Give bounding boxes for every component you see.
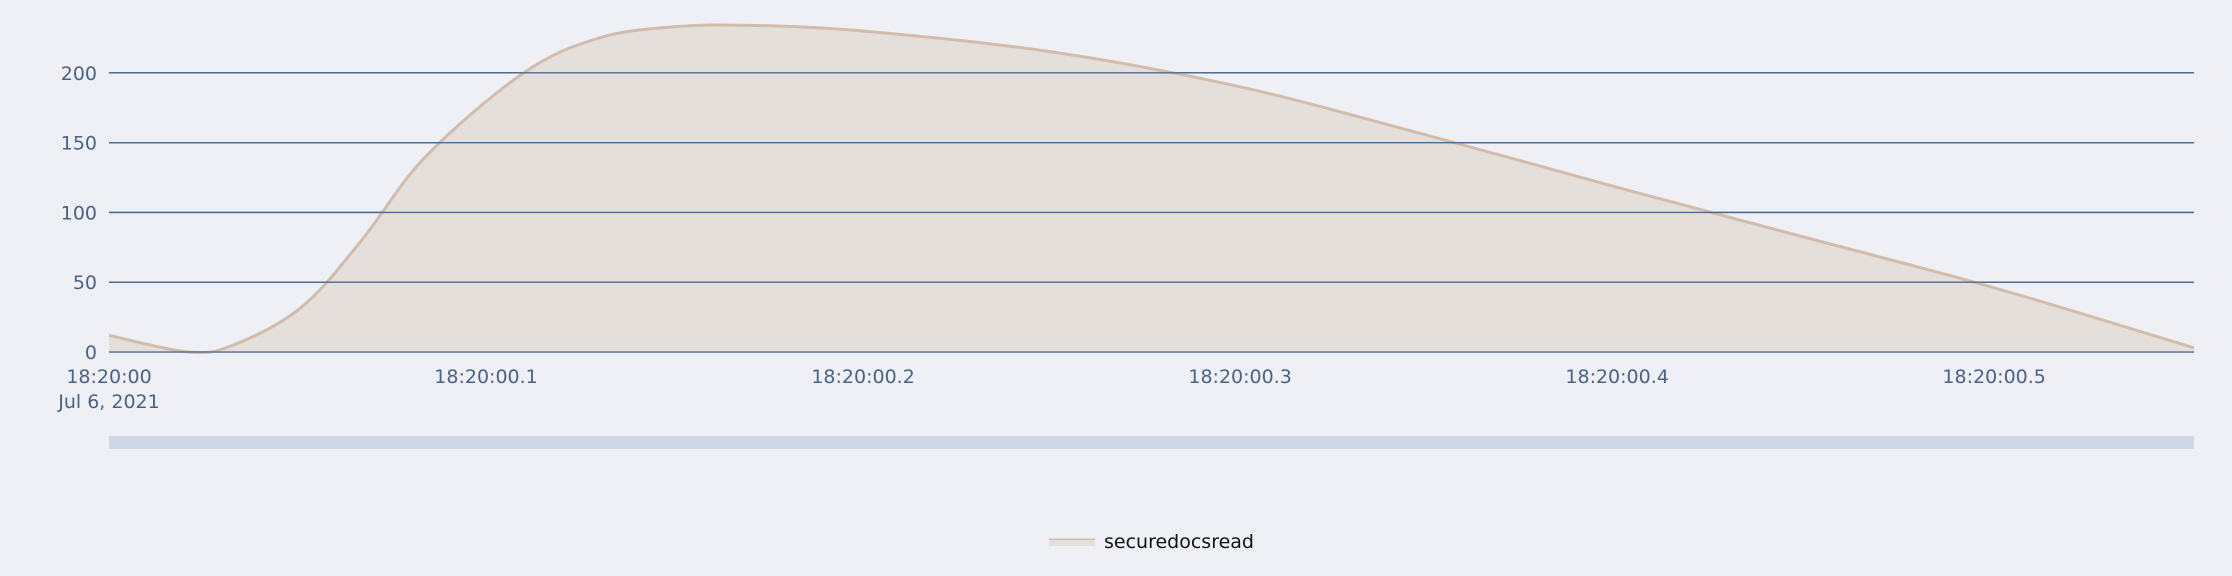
x-tick-label: 18:20:00.3	[1188, 366, 1291, 388]
x-tick-label: 18:20:00	[66, 366, 151, 388]
x-tick-label: 18:20:00.4	[1565, 366, 1668, 388]
y-axis: 0 50 100 150 200	[61, 63, 97, 364]
legend[interactable]: securedocsread	[1049, 531, 1254, 553]
series-area-fill	[109, 24, 2194, 353]
y-tick-label: 200	[61, 63, 97, 85]
legend-swatch-fill	[1049, 540, 1095, 546]
y-tick-label: 100	[61, 202, 97, 224]
legend-label[interactable]: securedocsread	[1104, 531, 1254, 553]
y-tick-label: 50	[73, 272, 97, 294]
y-tick-label: 0	[85, 342, 97, 364]
x-tick-label: 18:20:00.2	[811, 366, 914, 388]
series-line	[108, 23, 2195, 355]
x-date-label: Jul 6, 2021	[57, 391, 160, 413]
x-axis: 18:20:00 18:20:00.1 18:20:00.2 18:20:00.3 18…	[57, 366, 2046, 413]
x-tick-label: 18:20:00.5	[1942, 366, 2045, 388]
y-tick-label: 150	[61, 133, 97, 155]
range-slider[interactable]	[109, 436, 2194, 449]
x-tick-label: 18:20:00.1	[434, 366, 537, 388]
plot-area	[108, 23, 2195, 355]
